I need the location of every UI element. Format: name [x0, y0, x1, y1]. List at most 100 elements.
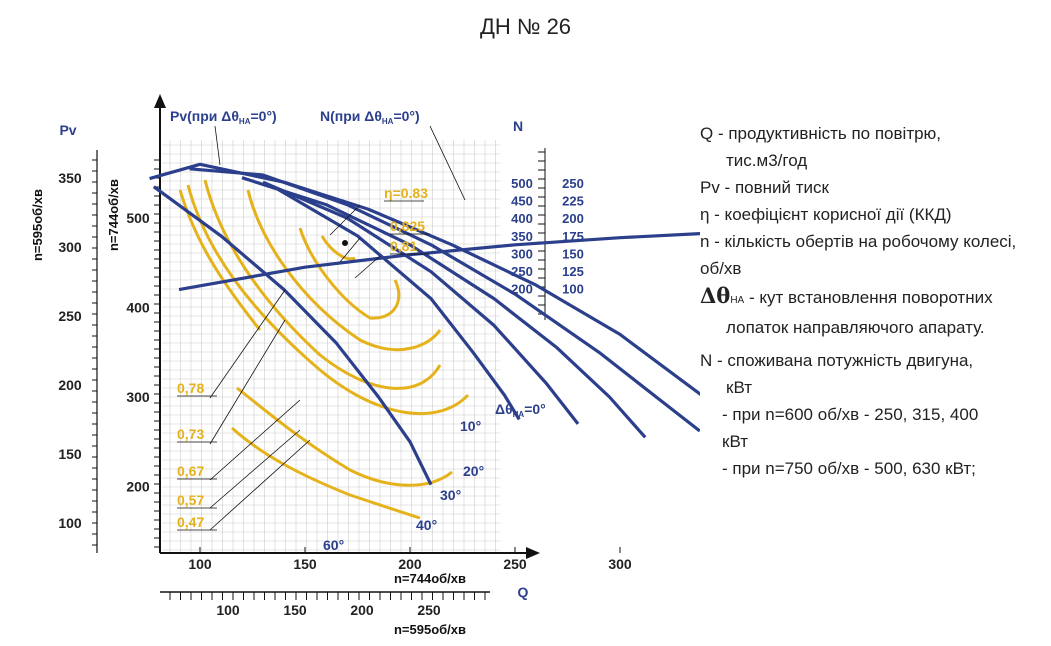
power-tick-right: 125: [562, 264, 584, 279]
fan-performance-chart: 100 150 200 250 300 350 n=744об/хв Q 100 150 200 25…: [30, 94, 700, 637]
legend-n-unit: об/хв: [700, 259, 742, 278]
power-tick-right: 150: [562, 246, 584, 261]
efficiency-leader: [354, 255, 381, 279]
efficiency-curve: [236, 386, 453, 487]
efficiency-leader: [339, 237, 361, 263]
efficiency-label: 0,67: [177, 463, 204, 479]
angle-label-sub: НА: [513, 410, 525, 419]
x-axis-symbol: Q: [518, 584, 529, 600]
operating-point: [342, 240, 348, 246]
x-axis-label-595: n=595об/хв: [394, 622, 466, 637]
curve-name: N(при ΔθНА=0°): [320, 108, 420, 126]
efficiency-leader: [209, 289, 286, 399]
efficiency-curve: [246, 189, 442, 351]
x-axis-label-744: n=744об/хв: [394, 571, 466, 586]
y-tick-label-744: 500: [126, 210, 150, 226]
power-tick-right: 200: [562, 211, 584, 226]
legend-dtheta-cont: лопаток направляючого апарату.: [726, 318, 985, 337]
y-tick-label-595: 250: [58, 308, 82, 324]
y-tick-label-744: 300: [126, 389, 150, 405]
legend-power-600: - при n=600 об/хв - 250, 315, 400: [722, 405, 979, 424]
power-tick-right: 225: [562, 194, 584, 209]
legend-power-unit: кВт: [726, 378, 752, 397]
x-tick-label-744: 250: [503, 556, 527, 572]
efficiency-label: 0,825: [390, 218, 425, 234]
efficiency-curve: [230, 426, 421, 520]
legend-q: Q - продуктивність по повітрю,: [700, 124, 942, 143]
efficiency-leader: [209, 429, 301, 509]
curve-name-tail: =0°): [250, 108, 276, 124]
x-tick-label-595: 250: [417, 602, 441, 618]
efficiency-label: 0,81: [390, 238, 417, 254]
power-tick-left: 450: [511, 194, 533, 209]
curve-name-tail: =0°): [393, 108, 419, 124]
power-tick-left: 300: [511, 246, 533, 261]
angle-curve: [149, 162, 700, 397]
angle-label-tail: =0°: [524, 401, 546, 417]
power-tick-left: 250: [511, 264, 533, 279]
legend: Q - продуктивність по повітрю, тис.м3/го…: [700, 120, 1045, 482]
angle-label: ΔθНА=0°: [495, 401, 546, 419]
curve-name-sub: НА: [382, 117, 394, 126]
legend-q-unit: тис.м3/год: [726, 151, 808, 170]
n-leader: [429, 125, 466, 201]
chart-title: ДН № 26: [479, 14, 572, 39]
efficiency-label: 0,47: [177, 514, 204, 530]
efficiency-curve: [203, 179, 442, 390]
efficiency-curve: [320, 235, 356, 261]
angle-label: 40°: [416, 517, 437, 533]
x-tick-label-595: 200: [350, 602, 374, 618]
y-tick-label-595: 300: [58, 239, 82, 255]
x-tick-label-595: 100: [216, 602, 240, 618]
power-tick-left: 500: [511, 176, 533, 191]
y-tick-label-595: 100: [58, 515, 82, 531]
efficiency-curve: [178, 189, 262, 331]
efficiency-leader: [209, 439, 311, 531]
y-axis-arrow: [154, 94, 166, 108]
x-tick-label-744: 150: [293, 556, 317, 572]
legend-dtheta: ΔθНА - кут встановлення поворотних: [700, 282, 1045, 314]
y-tick-label-595: 150: [58, 446, 82, 462]
efficiency-label: 0,57: [177, 492, 204, 508]
legend-n: n - кількість обертів на робочому колесі…: [700, 232, 1017, 251]
x-tick-label-744: 300: [608, 556, 632, 572]
angle-curve: [262, 180, 580, 425]
legend-dtheta-sub: НА: [730, 295, 745, 306]
power-tick-right: 175: [562, 229, 584, 244]
efficiency-curve: [186, 184, 470, 415]
legend-eta: η - коефіцієнт корисної дії (ККД): [700, 205, 952, 224]
angle-curve: [189, 167, 700, 433]
efficiency-leader: [209, 319, 286, 445]
x-tick-label-744: 100: [188, 556, 212, 572]
y-axis-label-595: n=595об/хв: [30, 189, 45, 261]
power-symbol: N: [513, 118, 523, 134]
power-curve: [178, 231, 700, 292]
pv-leader: [214, 125, 221, 166]
angle-label: 60°: [323, 537, 344, 553]
efficiency-curve: [298, 227, 401, 320]
x-axis-arrow: [526, 547, 540, 559]
efficiency-label: 0,73: [177, 426, 204, 442]
angle-curve: [272, 185, 521, 421]
y-tick-label-595: 350: [58, 170, 82, 186]
y-axis-label-744: n=744об/хв: [106, 179, 121, 251]
legend-power-600-unit: кВт: [722, 432, 748, 451]
efficiency-label: η=0.83: [384, 185, 428, 201]
angle-label: 20°: [463, 463, 484, 479]
legend-pv: Pv - повний тиск: [700, 178, 829, 197]
angle-curve: [241, 176, 647, 439]
y-axis-symbol: Pv: [59, 122, 76, 138]
efficiency-leader: [329, 204, 361, 236]
power-tick-left: 400: [511, 211, 533, 226]
y-tick-label-744: 200: [126, 479, 150, 495]
angle-label: 10°: [460, 418, 481, 434]
power-tick-left: 200: [511, 282, 533, 297]
angle-curves: [149, 162, 700, 486]
angle-curve: [152, 185, 433, 486]
efficiency-curves: [178, 179, 470, 520]
legend-power-750: - при n=750 об/хв - 500, 630 кВт;: [722, 459, 976, 478]
efficiency-leader: [209, 399, 301, 481]
power-tick-left: 350: [511, 229, 533, 244]
legend-dtheta-text: - кут встановлення поворотних: [748, 288, 993, 307]
legend-dtheta-symbol: Δθ: [700, 283, 731, 308]
